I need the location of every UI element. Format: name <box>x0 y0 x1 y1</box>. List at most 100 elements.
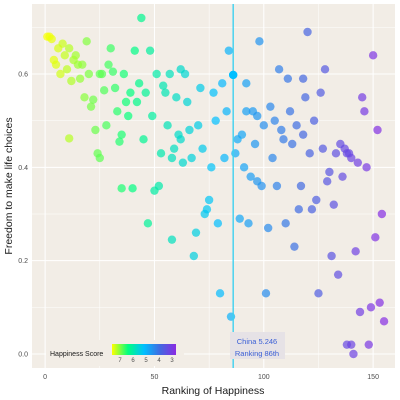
data-point <box>342 149 352 158</box>
data-point <box>159 81 168 90</box>
legend-title: Happiness Score <box>50 351 103 358</box>
legend-label: 5 <box>144 358 148 364</box>
data-point <box>119 69 129 79</box>
data-point <box>226 312 236 321</box>
data-point <box>176 135 185 144</box>
data-point <box>165 69 174 79</box>
legend-label: 4 <box>157 358 161 364</box>
data-point <box>145 46 155 55</box>
data-point <box>364 340 373 349</box>
legend-colorbar <box>112 344 176 355</box>
legend-label: 3 <box>170 358 174 364</box>
data-point <box>117 184 126 193</box>
data-point <box>176 65 185 74</box>
data-point <box>198 144 207 153</box>
data-point <box>58 39 67 48</box>
data-point <box>312 195 321 205</box>
data-point <box>250 139 260 149</box>
data-point <box>56 69 65 79</box>
data-point <box>296 181 306 191</box>
data-point <box>99 86 109 95</box>
data-point <box>126 88 135 97</box>
data-point <box>202 205 212 214</box>
data-point <box>242 79 251 88</box>
highlight-point <box>228 70 238 80</box>
data-point <box>220 153 229 163</box>
legend-labels: 7 6 5 4 3 <box>118 358 174 364</box>
data-point <box>255 37 264 46</box>
annotation-line-2: Ranking 86th <box>235 349 279 358</box>
legend-label: 6 <box>131 358 135 364</box>
data-point <box>298 130 308 139</box>
data-point <box>209 88 218 97</box>
y-tick-label: 0.4 <box>18 165 28 172</box>
data-point <box>211 116 220 125</box>
data-point <box>189 251 199 261</box>
y-tick-label: 0.6 <box>18 72 28 79</box>
data-point <box>218 79 227 88</box>
data-point <box>187 153 196 163</box>
annotation-line-1: China 5.246 <box>237 337 277 346</box>
y-tick-label: 0.0 <box>18 352 28 359</box>
data-point <box>325 167 334 177</box>
data-point <box>320 65 330 74</box>
data-point <box>327 251 336 261</box>
data-point <box>277 125 286 135</box>
data-point <box>309 116 319 125</box>
data-point <box>124 111 133 121</box>
data-point <box>301 93 310 102</box>
data-point <box>222 107 231 116</box>
data-point <box>167 235 177 244</box>
data-point <box>86 102 96 111</box>
data-point <box>305 149 314 158</box>
data-point <box>259 121 268 130</box>
data-point <box>80 93 89 102</box>
data-point <box>213 219 223 228</box>
data-point <box>253 111 262 121</box>
data-point <box>316 88 325 97</box>
data-point <box>62 65 72 74</box>
data-point <box>172 93 181 102</box>
y-tick-labels: 0.0 0.2 0.4 0.6 <box>18 72 28 359</box>
data-points <box>43 13 389 359</box>
data-point <box>333 270 343 279</box>
data-point <box>108 67 118 76</box>
x-tick-label: 100 <box>258 374 270 381</box>
data-point <box>314 289 323 298</box>
data-point <box>91 125 100 135</box>
data-point <box>84 69 94 79</box>
data-point <box>64 44 74 53</box>
data-point <box>106 44 115 53</box>
data-point <box>95 69 104 79</box>
data-point <box>244 219 253 228</box>
data-point <box>270 116 279 125</box>
data-point <box>185 125 194 135</box>
data-point <box>196 83 205 93</box>
data-point <box>78 60 87 69</box>
legend-label: 7 <box>118 358 122 364</box>
data-point <box>318 144 328 153</box>
data-point <box>281 219 290 228</box>
data-point <box>368 51 378 60</box>
data-point <box>239 163 249 172</box>
x-tick-label: 150 <box>367 374 379 381</box>
color-legend: Happiness Score 7 6 5 4 3 <box>46 340 184 366</box>
data-point <box>351 247 360 256</box>
annotation-box <box>230 332 285 359</box>
data-point <box>110 83 120 93</box>
data-point <box>285 107 295 116</box>
data-point <box>266 102 275 111</box>
data-point <box>183 97 192 107</box>
data-point <box>178 158 188 167</box>
data-point <box>152 69 161 79</box>
data-point <box>204 195 214 205</box>
data-point <box>128 184 137 193</box>
data-point <box>377 209 387 219</box>
data-point <box>154 181 164 191</box>
data-point <box>307 205 317 214</box>
x-tick-label: 50 <box>151 374 159 381</box>
data-point <box>121 97 131 107</box>
data-point <box>292 121 301 130</box>
highlight-annotation: China 5.246 Ranking 86th <box>230 332 285 359</box>
data-point <box>224 46 234 55</box>
